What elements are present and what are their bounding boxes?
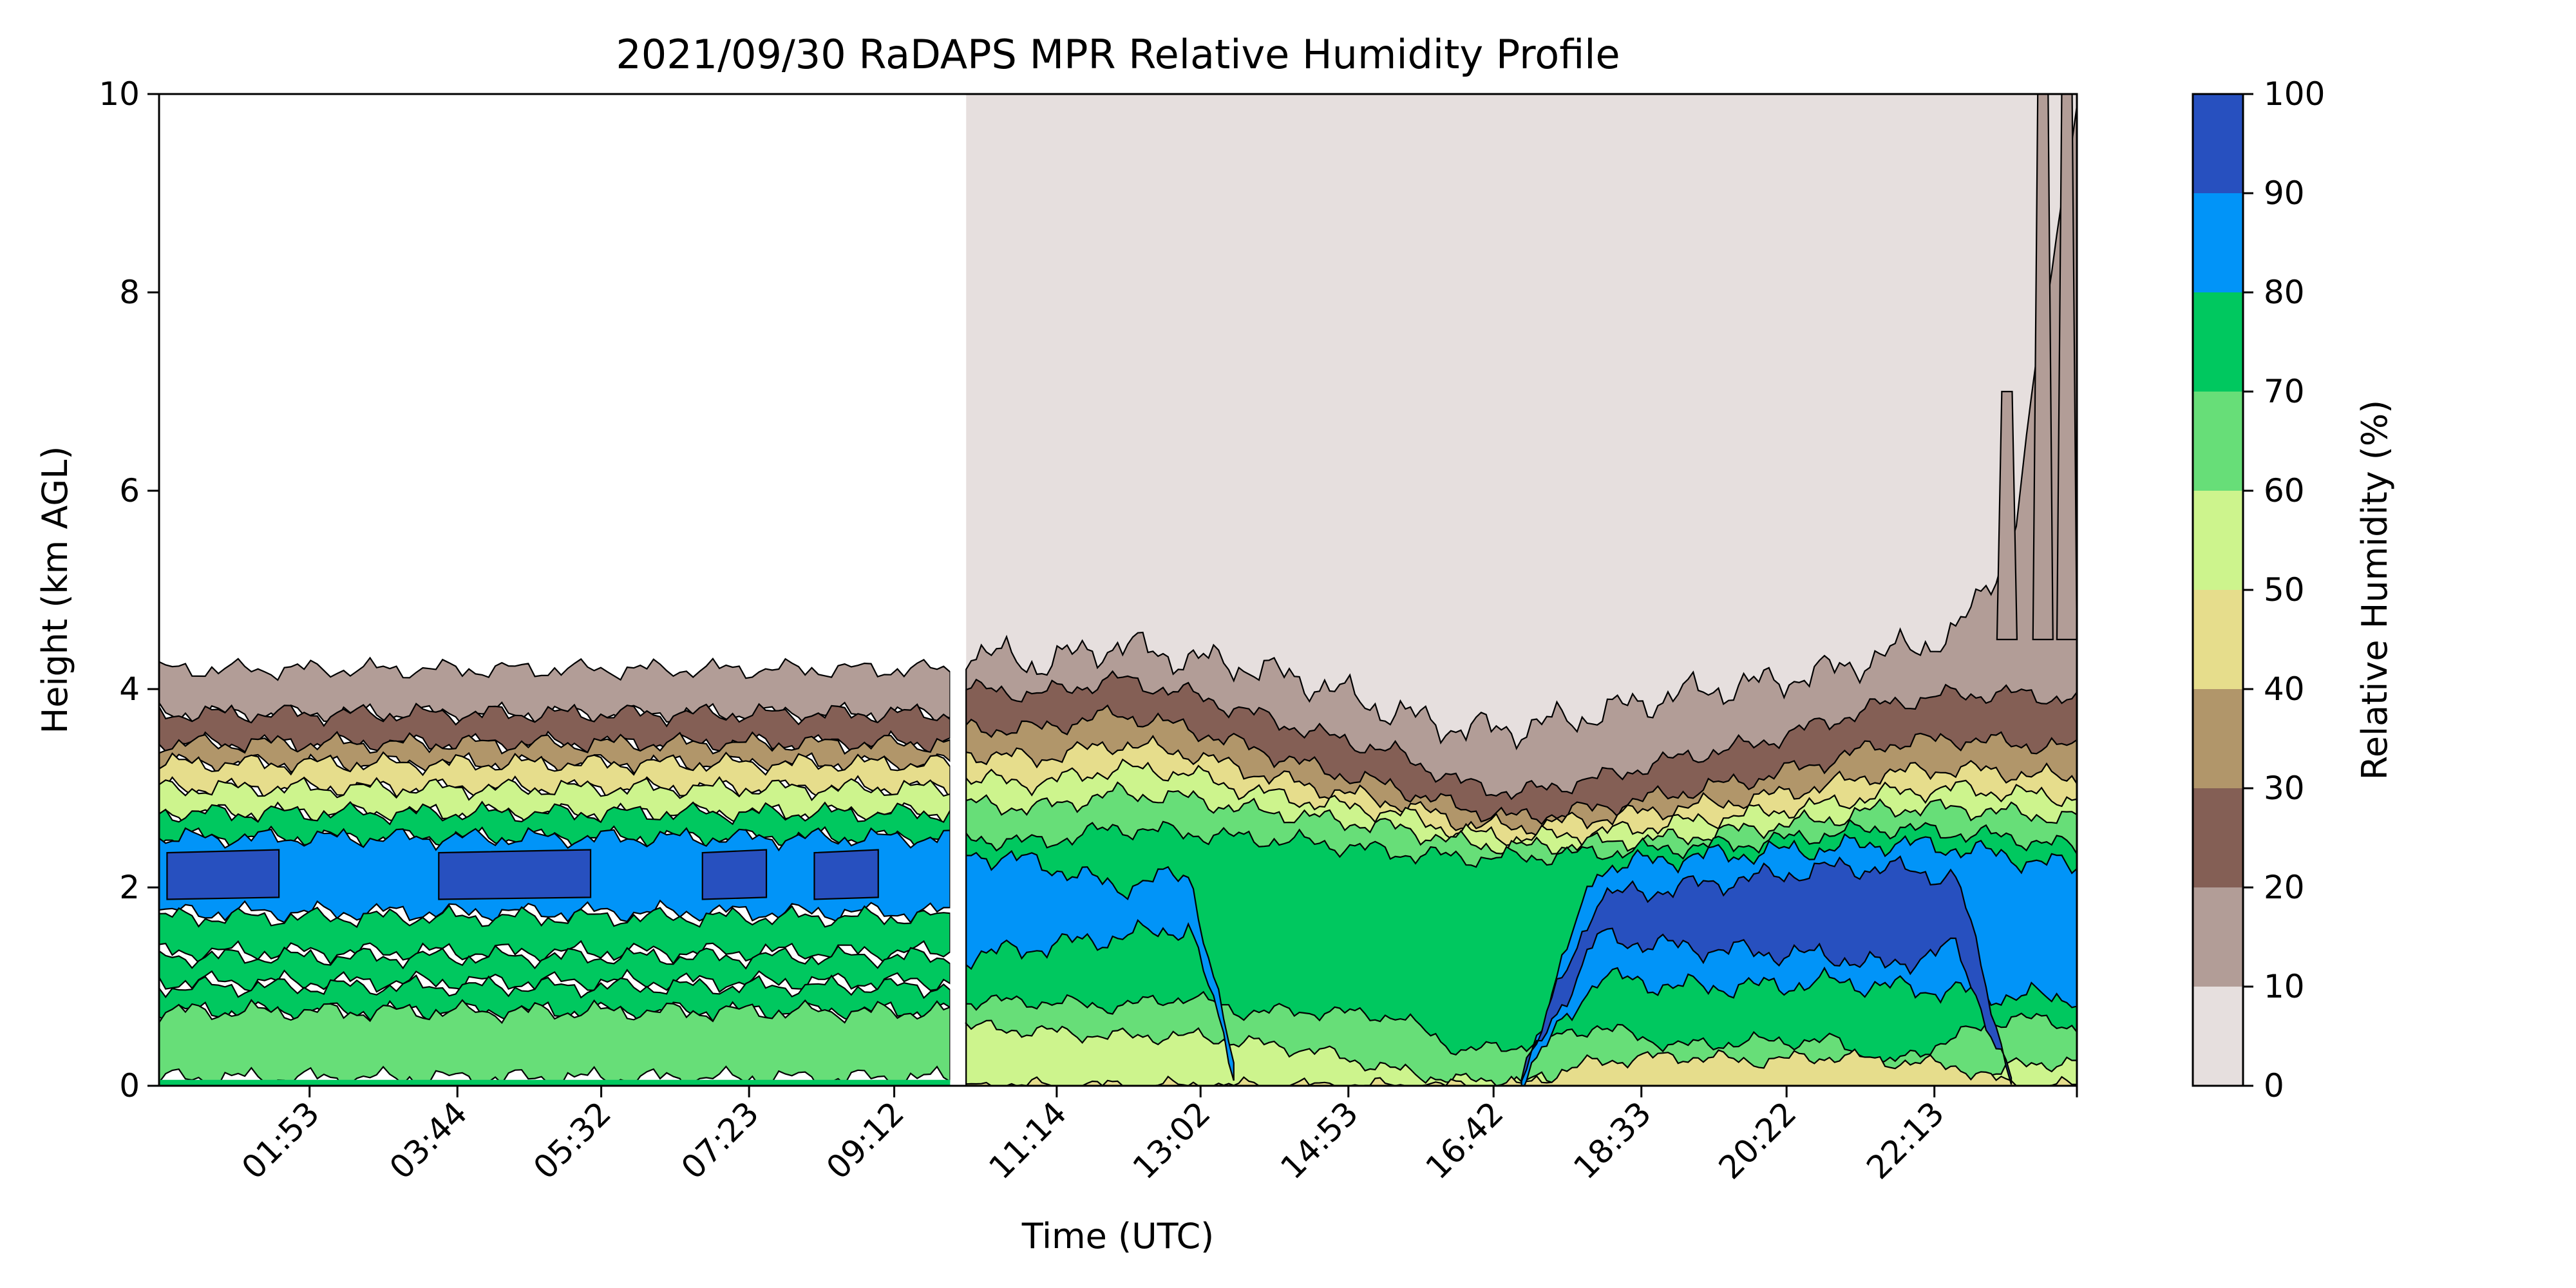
colorbar-level-5 [2193, 491, 2243, 590]
colorbar-label: Relative Humidity (%) [2354, 400, 2395, 780]
data-gap-strip [950, 94, 967, 1086]
early-band-1 [159, 703, 951, 755]
plume-rh-10-20-0 [1996, 390, 2018, 641]
early-band-8 [159, 944, 951, 993]
band-rh-80-90-0 [965, 849, 1235, 1081]
colorbar-tick-label-0: 0 [2264, 1067, 2284, 1104]
plot-area [159, 94, 2077, 1086]
plume-rh-10-20-2 [2056, 94, 2077, 641]
early-core-1 [438, 849, 592, 900]
y-axis: 0 2 4 6 8 10 [99, 75, 159, 1104]
colorbar-level-3 [2193, 689, 2243, 788]
colorbar-tick-label-2: 20 [2264, 869, 2305, 906]
x-tick-label-3: 07:23 [674, 1094, 766, 1186]
colorbar-tick-label-9: 90 [2264, 175, 2305, 212]
early-core-0 [166, 849, 280, 900]
band-rh-90-100-0 [1520, 855, 2012, 1085]
y-tick-label-0: 0 [119, 1067, 140, 1104]
x-tick-label-9: 18:33 [1566, 1094, 1658, 1186]
x-axis-label: Time (UTC) [1021, 1216, 1215, 1256]
colorbar-level-6 [2193, 392, 2243, 491]
y-tick-label-1: 2 [119, 869, 140, 906]
x-tick-label-7: 14:53 [1273, 1094, 1365, 1186]
x-tick-label-4: 09:12 [819, 1094, 911, 1186]
x-tick-label-5: 11:14 [981, 1094, 1074, 1186]
x-tick-label-8: 16:42 [1419, 1094, 1511, 1186]
colorbar-tick-label-5: 50 [2264, 571, 2305, 609]
early-core-2 [701, 849, 768, 900]
y-tick-label-3: 6 [119, 472, 140, 509]
colorbar-level-0 [2193, 987, 2243, 1086]
early-band-7 [159, 904, 951, 965]
band-rh-50-60-lower [964, 1019, 2077, 1086]
rh-contour-bands [964, 94, 2077, 1086]
early-band-9 [159, 974, 951, 1025]
early-core-3 [813, 849, 879, 900]
colorbar: 0 10 20 30 40 50 60 70 80 90 100 [2192, 75, 2325, 1104]
x-axis: 01:53 03:44 05:32 07:23 09:12 11:14 13:02 14:53… [234, 1086, 2078, 1186]
colorbar-level-1 [2193, 887, 2243, 987]
chart-title: 2021/09/30 RaDAPS MPR Relative Humidity … [616, 31, 1620, 78]
colorbar-tick-label-8: 80 [2264, 274, 2305, 311]
y-tick-label-4: 8 [119, 274, 140, 311]
colorbar-tick-label-6: 60 [2264, 472, 2305, 509]
colorbar-tick-label-10: 100 [2264, 75, 2325, 113]
plot-frame [158, 93, 2078, 1087]
x-tick-label-11: 22:13 [1859, 1094, 1951, 1186]
x-tick-label-10: 20:22 [1712, 1094, 1804, 1186]
x-tick-label-6: 13:02 [1126, 1094, 1218, 1186]
y-tick-label-5: 10 [99, 75, 140, 113]
y-tick-label-2: 4 [119, 670, 140, 708]
colorbar-tick-label-1: 10 [2264, 968, 2305, 1005]
colorbar-level-7 [2193, 292, 2243, 392]
colorbar-level-2 [2193, 788, 2243, 887]
colorbar-level-9 [2193, 94, 2243, 193]
x-tick-label-2: 05:32 [526, 1094, 618, 1186]
colorbar-tick-label-7: 70 [2264, 373, 2305, 410]
colorbar-tick-label-3: 30 [2264, 770, 2305, 807]
x-tick-label-0: 01:53 [234, 1094, 327, 1186]
colorbar-level-4 [2193, 590, 2243, 689]
colorbar-tick-label-4: 40 [2264, 670, 2305, 708]
plume-rh-10-20-1 [2032, 94, 2054, 641]
colorbar-level-8 [2193, 193, 2243, 292]
early-period-bands [159, 94, 967, 1086]
x-tick-label-1: 03:44 [383, 1094, 475, 1186]
early-surface-band [159, 1079, 951, 1086]
y-axis-label: Height (km AGL) [35, 446, 75, 734]
